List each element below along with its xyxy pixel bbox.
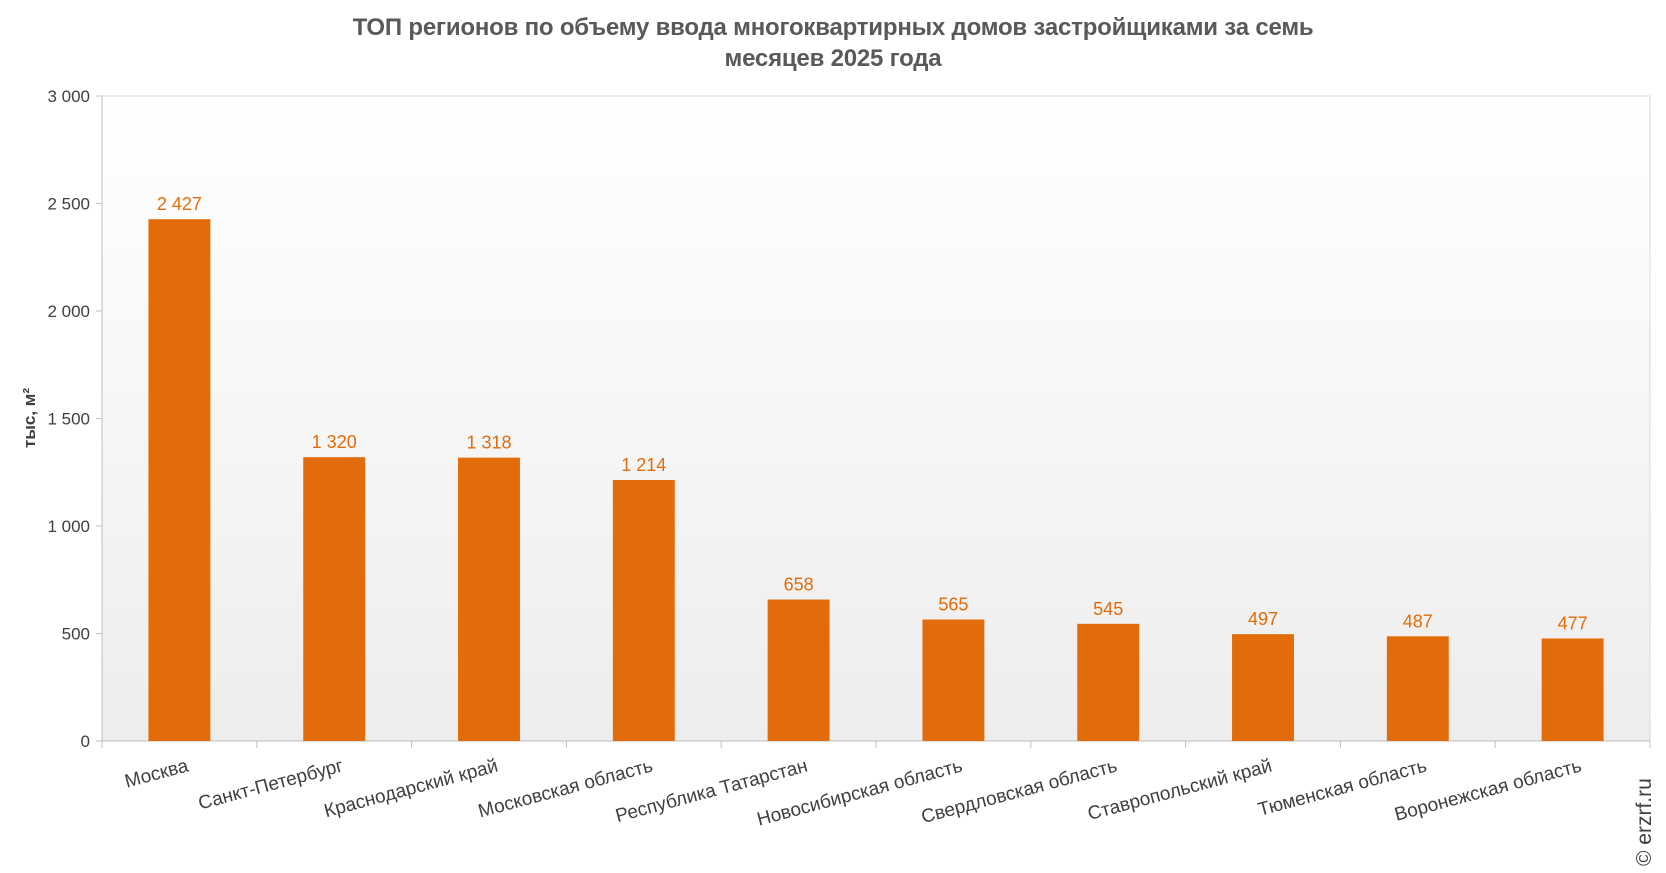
y-axis-label: тыс, м²	[20, 388, 39, 448]
y-tick-label: 3 000	[47, 87, 90, 106]
category-label: Краснодарский край	[322, 756, 500, 823]
bar	[1077, 623, 1140, 741]
bar	[1541, 638, 1604, 741]
bar	[1232, 634, 1294, 741]
data-label: 2 427	[157, 194, 202, 214]
data-label: 1 320	[312, 432, 357, 452]
y-axis: 0 500 1 000 1 500 2 000 2 500 3 000	[47, 87, 103, 751]
y-tick-label: 1 000	[47, 517, 90, 536]
data-label: 565	[938, 595, 968, 615]
bar	[612, 479, 675, 741]
chart-title-line-2: месяцев 2025 года	[724, 45, 942, 72]
data-label: 658	[784, 575, 814, 595]
chart-title: ТОП регионов по объему ввода многокварти…	[0, 12, 1666, 74]
data-label: 1 214	[621, 455, 666, 475]
data-label: 545	[1093, 599, 1123, 619]
bar	[922, 619, 985, 741]
category-label: Москва	[123, 755, 192, 792]
chart-title-line-1: ТОП регионов по объему ввода многокварти…	[352, 14, 1314, 41]
data-labels: 2 427 1 320 1 318 1 214 658 565 545 497 487 477	[157, 194, 1588, 633]
y-tick-label: 0	[81, 732, 90, 751]
data-label: 487	[1403, 611, 1433, 631]
bar	[767, 599, 830, 741]
watermark: © erzrf.ru	[1633, 778, 1656, 866]
bar	[1386, 636, 1449, 741]
data-label: 1 318	[466, 433, 511, 453]
y-tick-label: 1 500	[47, 410, 90, 429]
x-axis	[101, 740, 1651, 748]
y-tick-label: 500	[62, 625, 90, 644]
y-tick-label: 2 500	[47, 195, 90, 214]
bar	[148, 219, 211, 741]
bar	[303, 457, 366, 741]
bar	[458, 457, 520, 741]
data-label: 477	[1558, 613, 1588, 633]
data-label: 497	[1248, 609, 1278, 629]
y-tick-label: 2 000	[47, 302, 90, 321]
bars	[148, 219, 1604, 741]
